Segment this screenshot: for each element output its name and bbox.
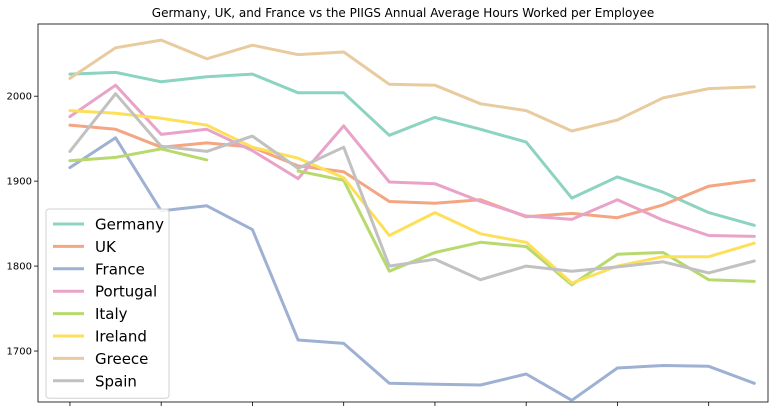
series-greece	[68, 38, 756, 133]
legend-label: Italy	[95, 305, 128, 323]
series-portugal	[68, 83, 756, 238]
series-ireland	[68, 109, 756, 285]
y-tick-label: 1900	[7, 177, 32, 188]
legend-label: Portugal	[95, 283, 157, 301]
legend-item-france: France	[53, 260, 145, 278]
legend-item-italy: Italy	[53, 305, 128, 323]
legend-item-portugal: Portugal	[53, 283, 157, 301]
y-tick-label: 2000	[7, 92, 32, 103]
chart-title: Germany, UK, and France vs the PIIGS Ann…	[152, 6, 654, 20]
legend-label: Greece	[95, 350, 148, 368]
series-line	[68, 38, 756, 133]
series-line	[68, 92, 756, 282]
legend-box	[45, 208, 170, 399]
legend-label: Ireland	[95, 328, 147, 346]
legend-item-ireland: Ireland	[53, 328, 147, 346]
legend-item-uk: UK	[53, 238, 117, 256]
series-line	[68, 109, 756, 285]
legend: Germany UK France Portugal Italy Ireland Greec…	[45, 208, 170, 399]
y-tick-label: 1700	[7, 347, 32, 358]
series-spain	[68, 92, 756, 282]
legend-label: UK	[95, 238, 117, 256]
series-line	[68, 70, 756, 227]
legend-item-spain: Spain	[53, 372, 137, 390]
y-tick-label: 1800	[7, 262, 32, 273]
legend-item-greece: Greece	[53, 350, 148, 368]
series-italy	[68, 147, 756, 287]
legend-label: Germany	[95, 216, 164, 234]
legend-label: Spain	[95, 372, 137, 390]
axes: 1700 1800 1900 2000	[7, 92, 710, 406]
legend-label: France	[95, 260, 145, 278]
series-lines	[68, 38, 756, 402]
series-line	[68, 147, 756, 287]
series-line	[68, 83, 756, 238]
series-line	[68, 136, 756, 402]
legend-item-germany: Germany	[53, 216, 164, 234]
series-germany	[68, 70, 756, 227]
series-france	[68, 136, 756, 402]
